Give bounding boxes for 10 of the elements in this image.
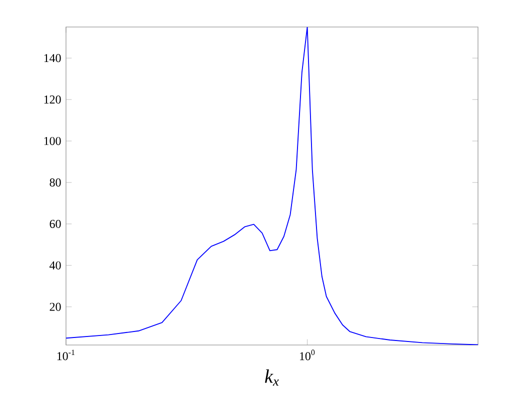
y-tick-label: 120 <box>44 95 61 104</box>
x-tick-label: 10$^{-1}$ <box>57 350 75 360</box>
y-tick-label: 40 <box>50 261 61 270</box>
y-tick-label: 140 <box>44 54 61 62</box>
y-tick-label: 100 <box>44 136 61 146</box>
y-tick-label: 80 <box>50 178 61 187</box>
x-axis-title: k$_{x}$ <box>264 369 279 386</box>
y-tick-label: 60 <box>50 220 61 228</box>
x-tick-label: 10$^{0}$ <box>300 350 315 360</box>
y-tick-label: 20 <box>50 302 61 311</box>
